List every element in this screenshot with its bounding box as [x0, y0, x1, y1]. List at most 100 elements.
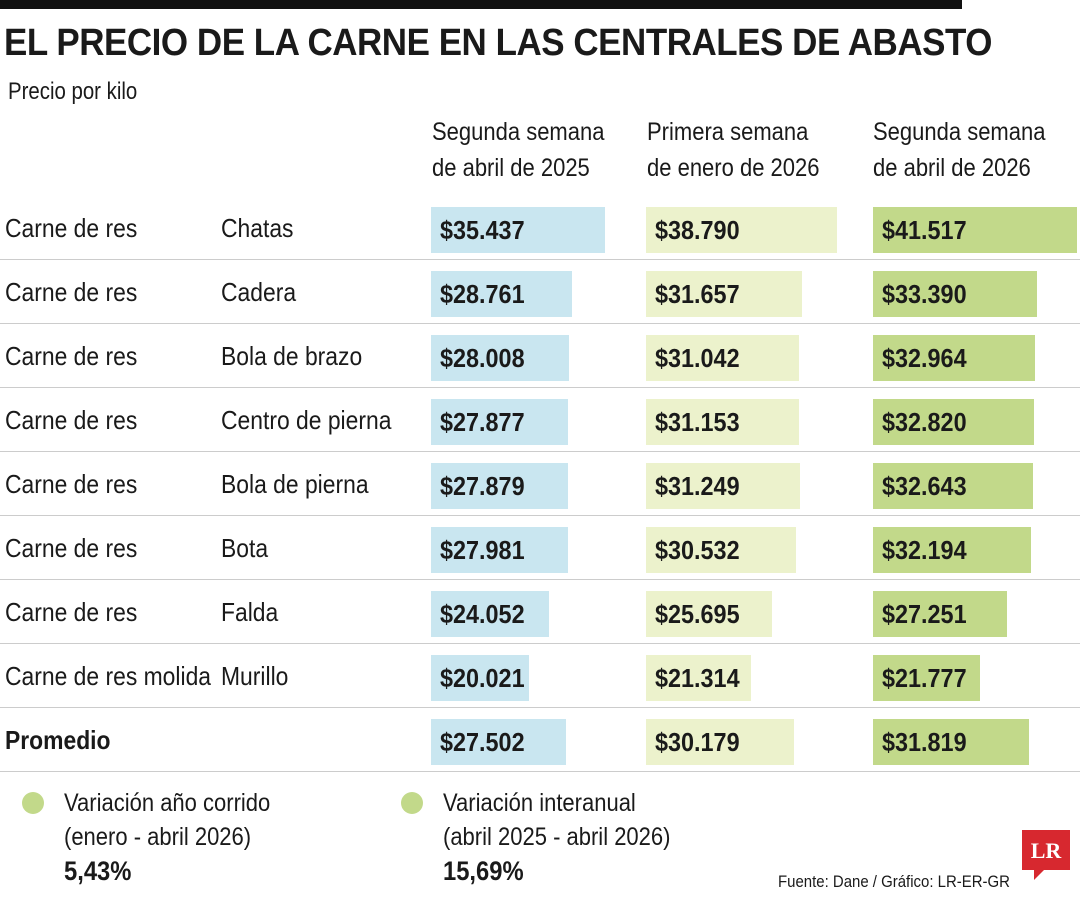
- product-label: Carne de res: [5, 277, 138, 307]
- price-bar: [431, 655, 529, 701]
- price-bar: [873, 719, 1029, 765]
- table-row: Carne de res molida Murillo $20.021 $21.314…: [0, 644, 1080, 708]
- price-label: $41.517: [882, 215, 967, 245]
- price-bar: [431, 719, 566, 765]
- table-row: Carne de res Cadera $28.761 $31.657 $33.390: [0, 260, 1080, 324]
- table-row: Carne de res Bola de pierna $27.879 $31.249…: [0, 452, 1080, 516]
- lr-logo-icon: LR: [1022, 830, 1070, 880]
- price-label: $31.819: [882, 727, 967, 757]
- table-row: Carne de res Chatas $35.437 $38.790 $41.517: [0, 196, 1080, 260]
- price-label: $30.532: [655, 535, 740, 565]
- price-label: $38.790: [655, 215, 740, 245]
- legend-period: (abril 2025 - abril 2026): [443, 823, 671, 851]
- legend-dot: [401, 792, 423, 814]
- price-bar: [873, 207, 1077, 253]
- price-label: $27.879: [440, 471, 525, 501]
- column-header-enero-2026: Primera semana de enero de 2026: [647, 118, 820, 182]
- price-bar: [873, 335, 1035, 381]
- price-bar: [873, 463, 1033, 509]
- table-row: Carne de res Falda $24.052 $25.695 $27.251: [0, 580, 1080, 644]
- product-label: Carne de res molida: [5, 661, 212, 691]
- legend-dot: [22, 792, 44, 814]
- table-row: Carne de res Centro de pierna $27.877 $31.1…: [0, 388, 1080, 452]
- row-divider: [0, 771, 1080, 772]
- price-label: $27.502: [440, 727, 525, 757]
- row-divider: [0, 387, 1080, 388]
- price-label: $28.761: [440, 279, 525, 309]
- product-label: Promedio: [5, 725, 111, 755]
- price-bar: [646, 655, 751, 701]
- row-divider: [0, 451, 1080, 452]
- price-label: $27.877: [440, 407, 525, 437]
- cut-label: Murillo: [221, 661, 289, 691]
- price-label: $20.021: [440, 663, 525, 693]
- chart-title: EL PRECIO DE LA CARNE EN LAS CENTRALES D…: [4, 22, 992, 64]
- table-row: Carne de res Bola de brazo $28.008 $31.042 $…: [0, 324, 1080, 388]
- price-bar: [431, 591, 549, 637]
- price-label: $32.194: [882, 535, 967, 565]
- price-label: $31.249: [655, 471, 740, 501]
- legend-period: (enero - abril 2026): [64, 823, 252, 851]
- price-bar: [646, 271, 802, 317]
- product-label: Carne de res: [5, 341, 138, 371]
- column-header-abril-2025: Segunda semana de abril de 2025: [432, 118, 605, 182]
- price-bar: [431, 399, 568, 445]
- row-divider: [0, 323, 1080, 324]
- column-header-abril-2026: Segunda semana de abril de 2026: [873, 118, 1046, 182]
- price-bar: [646, 527, 796, 573]
- cut-label: Bota: [221, 533, 269, 563]
- price-bar: [873, 271, 1037, 317]
- price-label: $28.008: [440, 343, 525, 373]
- price-label: $21.314: [655, 663, 740, 693]
- price-bar: [646, 591, 772, 637]
- price-bar: [646, 719, 794, 765]
- price-bar: [873, 591, 1007, 637]
- legend-value: 5,43%: [64, 856, 132, 886]
- product-label: Carne de res: [5, 533, 138, 563]
- table-row: Carne de res Bota $27.981 $30.532 $32.194: [0, 516, 1080, 580]
- price-bar: [646, 463, 800, 509]
- legend-value: 15,69%: [443, 856, 524, 886]
- cut-label: Chatas: [221, 213, 294, 243]
- price-bar: [431, 463, 568, 509]
- price-label: $32.820: [882, 407, 967, 437]
- legend-label: Variación año corrido: [64, 789, 271, 817]
- price-bar: [646, 399, 799, 445]
- product-label: Carne de res: [5, 405, 138, 435]
- price-label: $27.251: [882, 599, 967, 629]
- price-label: $31.042: [655, 343, 740, 373]
- price-label: $27.981: [440, 535, 525, 565]
- product-label: Carne de res: [5, 469, 138, 499]
- price-label: $24.052: [440, 599, 525, 629]
- price-label: $33.390: [882, 279, 967, 309]
- logo-text: LR: [1031, 838, 1063, 863]
- price-label: $30.179: [655, 727, 740, 757]
- row-divider: [0, 707, 1080, 708]
- price-label: $35.437: [440, 215, 525, 245]
- price-bar: [646, 335, 799, 381]
- cut-label: Centro de pierna: [221, 405, 392, 435]
- price-bar: [431, 527, 568, 573]
- price-bar: [431, 271, 572, 317]
- cut-label: Bola de brazo: [221, 341, 363, 371]
- top-rule: [0, 0, 962, 9]
- price-label: $25.695: [655, 599, 740, 629]
- product-label: Carne de res: [5, 597, 138, 627]
- price-bar: [431, 335, 569, 381]
- price-bar: [873, 527, 1031, 573]
- chart-subtitle: Precio por kilo: [8, 78, 138, 105]
- row-divider: [0, 579, 1080, 580]
- price-bar: [431, 207, 605, 253]
- price-bar: [873, 655, 980, 701]
- price-label: $31.657: [655, 279, 740, 309]
- price-label: $32.964: [882, 343, 967, 373]
- price-label: $31.153: [655, 407, 740, 437]
- product-label: Carne de res: [5, 213, 138, 243]
- cut-label: Bola de pierna: [221, 469, 369, 499]
- row-divider: [0, 259, 1080, 260]
- row-divider: [0, 643, 1080, 644]
- average-row: Promedio $27.502 $30.179 $31.819: [0, 708, 1080, 772]
- cut-label: Falda: [221, 597, 279, 627]
- price-bar: [646, 207, 837, 253]
- price-label: $21.777: [882, 663, 967, 693]
